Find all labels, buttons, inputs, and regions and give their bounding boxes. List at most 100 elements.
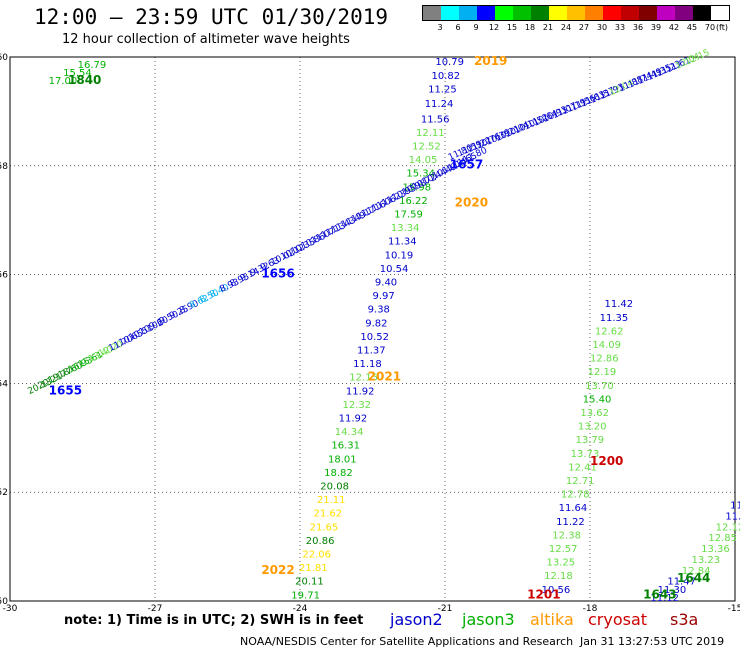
swh-value: 15.40 [583,394,612,405]
swh-value: 12.19 [588,367,617,378]
legend-label-33: 33 [614,23,626,32]
swh-value: 10.19 [385,250,414,261]
legend-swatch-36 [621,6,639,20]
swh-value: 13.36 [701,544,730,555]
swh-value: 15.98 [402,182,431,193]
page-subtitle: 12 hour collection of altimeter wave hei… [62,32,350,47]
swh-value: 22.06 [302,549,331,560]
pass-time-label: 1840 [68,73,101,87]
swh-value: 17.59 [394,209,423,220]
legend-label-6: 6 [455,23,461,32]
swh-value: 13.20 [578,422,607,433]
swh-value: 11.47 [667,577,696,588]
swh-value: 12.41 [568,462,597,473]
swh-value: 11.64 [559,503,588,514]
lat-tick-label: 56 [0,271,8,281]
legend-label-15: 15 [506,23,518,32]
swh-value: 20.86 [306,536,335,547]
swh-value: 10.54 [380,264,409,275]
swh-value: 20.11 [295,577,324,588]
swh-value: 19.71 [291,590,320,601]
swh-value: 10.52 [360,332,389,343]
swh-value: 15.54 [63,68,92,79]
satellite-label-s3a: s3a [670,610,699,629]
pass-time-label: 1643 [643,587,676,601]
swh-value: 11.42 [605,299,634,310]
lat-tick-label: 60 [0,53,8,63]
legend-swatches [422,5,730,21]
swh-value: 11.22 [556,517,585,528]
swh-value: 12.52 [412,141,441,152]
swh-value: 16.31 [331,441,360,452]
swh-value: 13.62 [580,408,609,419]
legend-swatch-18 [513,6,531,20]
legend-swatch-9 [459,6,477,20]
lon-tick-label: -21 [438,604,453,614]
legend-swatch-33 [603,6,621,20]
legend-label-18: 18 [524,23,536,32]
page-title: 12:00 – 23:59 UTC 01/30/2019 [34,5,389,29]
swh-value: 16.22 [399,196,428,207]
swh-value: 11.24 [425,99,454,110]
pass-time-label: 1644 [677,571,710,585]
swh-value: 9.97 [373,291,395,302]
legend-label-27: 27 [578,23,590,32]
legend-swatch-15 [495,6,513,20]
swh-value: 9.38 [368,305,390,316]
legend-swatch-27 [567,6,585,20]
swh-value: 11.30 [658,585,687,596]
pass-time-label: 2020 [455,196,488,210]
swh-value: 12.15 [684,48,712,68]
swh-value: 11.54 [725,511,740,522]
swh-value: 14.09 [592,340,621,351]
swh-value: 11.25 [428,84,457,95]
legend-label-9: 9 [473,23,479,32]
swh-value: 11.18 [353,359,382,370]
legend-swatch-70 [693,6,711,20]
lon-tick-label: -27 [148,604,163,614]
pass-time-label: 2019 [474,54,507,68]
swh-value: 16.79 [78,60,107,71]
swh-value: 12.86 [590,354,619,365]
swh-value: 11.92 [339,413,368,424]
swh-value: 10.79 [435,57,464,68]
swh-value: 11.9 [730,501,740,512]
swh-value: 13.34 [391,223,420,234]
swh-value: 21.11 [317,495,346,506]
pass-time-label: 1200 [590,454,623,468]
legend-label-30: 30 [596,23,608,32]
swh-value: 11.37 [357,345,386,356]
legend-swatch-42 [657,6,675,20]
swh-value: 18.82 [324,468,353,479]
lat-tick-label: 52 [0,488,8,498]
swh-value: 13.70 [585,381,614,392]
swh-value: 12.84 [682,566,711,577]
footer-credit: NOAA/NESDIS Center for Satellite Applica… [240,635,574,648]
lat-tick-label: 54 [0,379,8,389]
swh-value: 12.62 [595,326,624,337]
units-note: note: 1) Time is in UTC; 2) SWH is in fe… [64,613,364,628]
satellite-label-jason2: jason2 [390,610,443,629]
swh-value: 10.82 [431,71,460,82]
satellite-label-cryosat: cryosat [588,610,648,629]
swh-value: 11.56 [421,114,450,125]
swh-value: 9.40 [375,277,397,288]
legend-label-42: 42 [668,23,680,32]
satellite-label-altika: altika [530,610,574,629]
swh-value: 11.12 [650,593,679,604]
legend-label-21: 21 [542,23,554,32]
legend-unit: (ft) [715,23,728,32]
swh-value: 20.08 [320,481,349,492]
legend-swatch-3 [423,6,441,20]
pass-time-label: 1655 [49,383,82,397]
swh-value: 10.56 [542,585,571,596]
lat-tick-label: 58 [0,162,8,172]
legend-label-24: 24 [560,23,572,32]
swh-value: 21.65 [310,522,339,533]
legend-label-39: 39 [650,23,662,32]
swh-value: 12.38 [552,530,581,541]
lon-tick-label: -18 [583,604,598,614]
swh-value: 11.35 [600,313,629,324]
swh-value: 12.15 [349,373,378,384]
lon-tick-label: -15 [728,604,740,614]
